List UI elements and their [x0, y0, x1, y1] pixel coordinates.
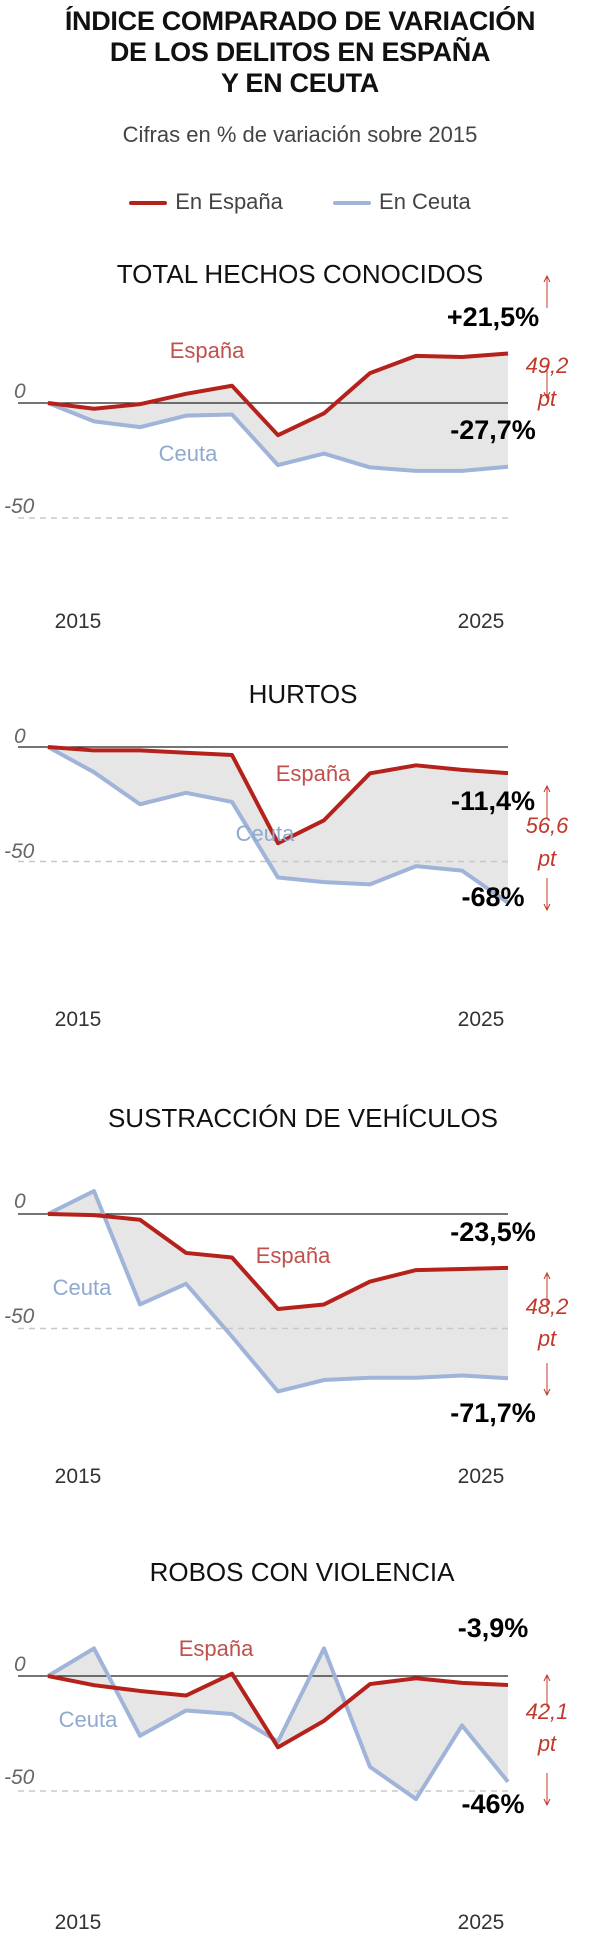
gap-area — [48, 1648, 508, 1800]
ceuta-series-label: Ceuta — [159, 441, 218, 466]
panel-hurtos: HURTOS 0 -50 España Ceuta -11,4% -68% 56,6 pt 201… — [4, 679, 570, 1031]
spain-end-value: +21,5% — [447, 302, 539, 332]
ceuta-series-label: Ceuta — [53, 1275, 112, 1300]
ceuta-series-label: Ceuta — [59, 1707, 118, 1732]
x-tick-label: 2015 — [55, 1008, 102, 1031]
gap-area — [48, 1191, 508, 1392]
ceuta-line — [46, 1646, 510, 1802]
gap-arrowhead-top — [543, 784, 551, 793]
gap-arrowhead-bottom — [543, 1388, 551, 1397]
legend-item-spain: En España — [129, 189, 283, 215]
title-line: ÍNDICE COMPARADO DE VARIACIÓN — [64, 6, 536, 36]
gap-unit: pt — [537, 846, 557, 871]
gap-area — [48, 747, 508, 903]
gap-unit: pt — [537, 1731, 557, 1756]
gap-value: 42,1 — [526, 1699, 569, 1724]
y-tick-label: 0 — [14, 1190, 26, 1213]
gap-area — [48, 353, 508, 471]
panel-title: TOTAL HECHOS CONOCIDOS — [117, 259, 483, 289]
panel-vehiculos: SUSTRACCIÓN DE VEHÍCULOS 0 -50 España Ceuta -… — [4, 1103, 569, 1488]
spain-series-label: España — [256, 1243, 331, 1268]
panel-title: SUSTRACCIÓN DE VEHÍCULOS — [108, 1103, 498, 1133]
panel-total: TOTAL HECHOS CONOCIDOS 0 -50 España Ceuta +21… — [4, 259, 569, 633]
spain-line — [47, 745, 509, 846]
spain-series-label: España — [276, 761, 351, 786]
gap-arrowhead-top — [543, 1271, 551, 1280]
gap-unit: pt — [537, 1326, 557, 1351]
panel-title: ROBOS CON VIOLENCIA — [150, 1557, 455, 1587]
y-tick-label: -50 — [4, 840, 35, 863]
legend-label-spain: En España — [175, 189, 283, 215]
x-tick-label: 2025 — [458, 1465, 505, 1488]
gap-value: 56,6 — [526, 813, 570, 838]
x-tick-label: 2015 — [55, 610, 102, 633]
legend-swatch-spain — [129, 201, 168, 206]
gap-arrowhead-top — [543, 1673, 551, 1682]
x-tick-label: 2015 — [55, 1465, 102, 1488]
x-tick-label: 2015 — [55, 1911, 102, 1934]
legend: En España En Ceuta — [0, 188, 600, 215]
y-tick-label: 0 — [14, 725, 26, 748]
gap-arrowhead-bottom — [543, 1798, 551, 1807]
spain-series-label: España — [179, 1636, 254, 1661]
legend-swatch-ceuta — [333, 201, 372, 206]
spain-line — [47, 1212, 509, 1312]
chart-title: ÍNDICE COMPARADO DE VARIACIÓN DE LOS DEL… — [0, 6, 600, 99]
legend-item-ceuta: En Ceuta — [333, 189, 471, 215]
y-tick-label: -50 — [4, 495, 35, 518]
y-tick-label: 0 — [14, 1653, 26, 1676]
y-tick-label: -50 — [4, 1305, 35, 1328]
spain-series-label: España — [170, 338, 245, 363]
spain-end-value: -11,4% — [451, 786, 535, 816]
ceuta-end-value: -46% — [461, 1789, 524, 1819]
ceuta-end-value: -68% — [461, 882, 524, 912]
x-tick-label: 2025 — [458, 1008, 505, 1031]
y-tick-label: -50 — [4, 1766, 35, 1789]
panel-title: HURTOS — [249, 679, 358, 709]
ceuta-end-value: -27,7% — [450, 415, 536, 445]
title-line: DE LOS DELITOS EN ESPAÑA — [109, 37, 491, 67]
ceuta-line — [47, 401, 509, 473]
gap-value: 49,2 — [526, 353, 569, 378]
ceuta-line — [47, 1189, 509, 1394]
ceuta-line — [47, 745, 510, 905]
spain-line — [47, 351, 509, 438]
panel-robos: ROBOS CON VIOLENCIA 0 -50 España Ceuta -3,9% -… — [4, 1557, 569, 1934]
x-tick-label: 2025 — [458, 1911, 505, 1934]
legend-label-ceuta: En Ceuta — [379, 189, 471, 215]
gap-arrowhead-bottom — [543, 391, 551, 400]
spain-end-value: -3,9% — [458, 1613, 529, 1643]
gap-arrowhead-bottom — [543, 903, 551, 912]
ceuta-end-value: -71,7% — [450, 1398, 536, 1428]
spain-line — [47, 1671, 509, 1750]
subtitle: Cifras en % de variación sobre 2015 — [122, 122, 478, 147]
title-line: Y EN CEUTA — [220, 68, 380, 98]
x-tick-label: 2025 — [458, 610, 505, 633]
spain-end-value: -23,5% — [450, 1217, 536, 1247]
gap-value: 48,2 — [526, 1294, 569, 1319]
gap-unit: pt — [537, 386, 557, 411]
gap-arrowhead-top — [543, 274, 551, 283]
y-tick-label: 0 — [14, 380, 26, 403]
ceuta-series-label: Ceuta — [236, 821, 295, 846]
